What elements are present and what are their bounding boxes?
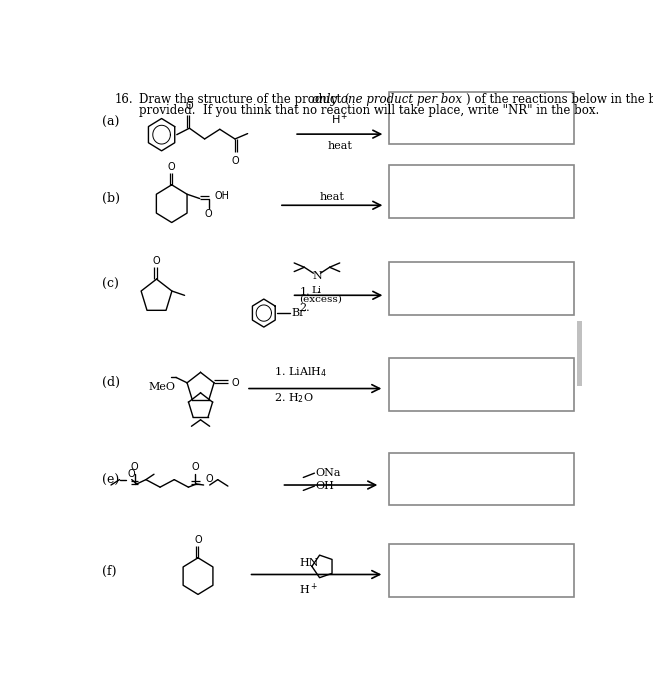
Text: (a): (a): [102, 116, 119, 130]
Text: ) of the reactions below in the boxes: ) of the reactions below in the boxes: [466, 92, 653, 106]
Text: O: O: [231, 155, 239, 166]
Text: (e): (e): [102, 474, 119, 487]
Text: Br: Br: [292, 308, 305, 318]
Text: provided.  If you think that no reaction will take place, write "NR" in the box.: provided. If you think that no reaction …: [139, 104, 599, 117]
Text: heat: heat: [320, 192, 345, 202]
Bar: [389, 92, 574, 144]
Text: only one product per box: only one product per box: [312, 92, 462, 106]
Text: H$^+$: H$^+$: [331, 112, 349, 127]
Text: O: O: [153, 256, 161, 266]
Text: 1. LiAlH$_4$: 1. LiAlH$_4$: [274, 365, 327, 379]
Text: H$^+$: H$^+$: [299, 582, 318, 597]
Bar: [577, 321, 582, 386]
Text: 2.: 2.: [299, 303, 310, 313]
Text: HN: HN: [299, 558, 319, 568]
Text: (excess): (excess): [299, 294, 342, 303]
Text: O: O: [205, 209, 213, 219]
Text: heat: heat: [327, 141, 352, 150]
Text: (d): (d): [102, 376, 120, 389]
Text: Li: Li: [312, 286, 322, 295]
Text: 2. H$_2$O: 2. H$_2$O: [274, 391, 313, 405]
Text: O: O: [131, 462, 138, 472]
Bar: [389, 453, 574, 505]
Text: OH: OH: [315, 481, 334, 491]
Text: N: N: [312, 271, 322, 281]
Text: (b): (b): [102, 192, 120, 205]
Bar: [389, 545, 574, 597]
Text: MeO: MeO: [149, 382, 176, 393]
Text: O: O: [231, 378, 239, 388]
Text: OH: OH: [215, 191, 230, 202]
Text: ONa: ONa: [315, 468, 341, 478]
Text: Draw the structure of the product (: Draw the structure of the product (: [139, 92, 349, 106]
Bar: [389, 262, 574, 315]
Text: O: O: [168, 162, 176, 172]
Text: O: O: [185, 102, 193, 111]
Text: 1.: 1.: [299, 287, 310, 297]
Bar: [389, 165, 574, 218]
Bar: [389, 358, 574, 411]
Text: O: O: [191, 462, 199, 472]
Text: 16.: 16.: [114, 92, 133, 106]
Text: (c): (c): [102, 278, 119, 291]
Text: O: O: [206, 474, 214, 484]
Text: (f): (f): [102, 565, 116, 578]
Text: O: O: [128, 468, 135, 479]
Text: O: O: [194, 535, 202, 545]
